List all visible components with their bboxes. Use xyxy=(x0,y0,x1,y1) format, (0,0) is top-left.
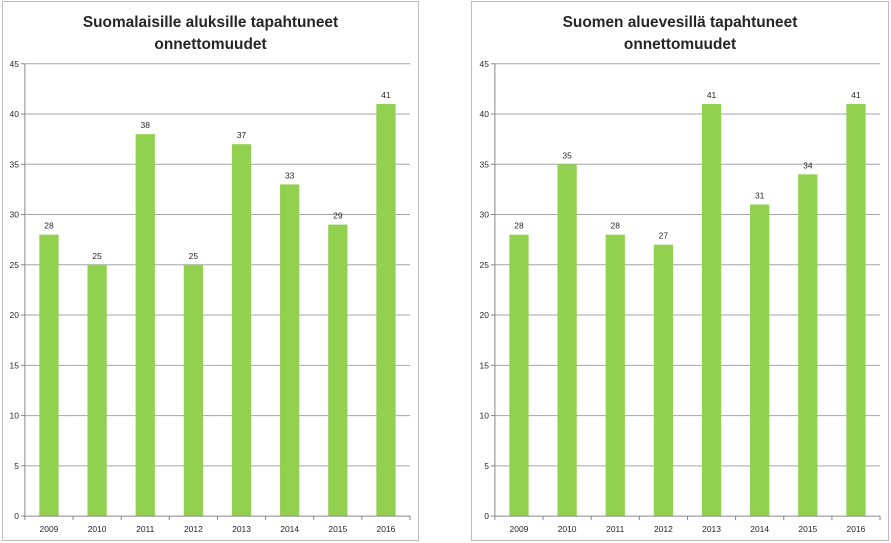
y-tick-label: 5 xyxy=(484,461,489,471)
y-tick-label: 20 xyxy=(10,310,20,320)
bar-2009 xyxy=(509,234,529,517)
y-tick-label: 40 xyxy=(480,109,490,119)
bar-2013 xyxy=(701,103,722,517)
chart-panel-left: Suomalaisille aluksille tapahtuneet onnet… xyxy=(2,1,419,541)
y-tick-label: 20 xyxy=(480,310,490,320)
bar-2011 xyxy=(135,134,155,517)
chart-panel-right: Suomen aluevesillä tapahtuneet onnettomuu… xyxy=(471,1,889,541)
data-label-2012: 25 xyxy=(189,251,199,261)
bar-2009 xyxy=(39,234,59,517)
data-label-2009: 28 xyxy=(514,221,524,231)
x-tick-label-2013: 2013 xyxy=(232,524,251,534)
y-axis-ticks: 0 5 10 15 20 25 30 35 40 45 xyxy=(480,59,495,521)
chart-title-line: onnettomuudet xyxy=(154,36,266,53)
y-axis-ticks: 0 5 10 15 20 25 30 35 40 45 xyxy=(10,59,25,521)
x-tick-label-2009: 2009 xyxy=(40,524,59,534)
y-tick-label: 10 xyxy=(480,411,490,421)
chart-svg-left: Suomalaisille aluksille tapahtuneet onnet… xyxy=(10,14,411,534)
data-label-2014: 31 xyxy=(755,191,765,201)
x-tick-label-2009: 2009 xyxy=(510,524,529,534)
x-tick-label-2015: 2015 xyxy=(798,524,817,534)
chart-title-line: onnettomuudet xyxy=(624,36,736,53)
bar-2011 xyxy=(605,234,625,517)
x-tick-label-2014: 2014 xyxy=(280,524,299,534)
data-label-2012: 27 xyxy=(659,231,669,241)
bars xyxy=(39,103,396,517)
gridlines xyxy=(24,63,411,467)
data-label-2011: 38 xyxy=(141,120,151,130)
bar-2015 xyxy=(328,224,348,517)
x-axis-ticks: 2009 2010 2011 2012 2013 2014 2015 2016 xyxy=(24,516,411,534)
data-labels: 28 25 38 25 37 33 29 41 xyxy=(44,90,391,261)
chart-svg-right: Suomen aluevesillä tapahtuneet onnettomuu… xyxy=(480,14,881,534)
y-tick-label: 30 xyxy=(480,210,490,220)
y-tick-label: 45 xyxy=(10,59,20,69)
data-label-2015: 29 xyxy=(333,211,343,221)
y-tick-label: 40 xyxy=(10,109,20,119)
x-tick-label-2015: 2015 xyxy=(328,524,347,534)
x-tick-label-2010: 2010 xyxy=(558,524,577,534)
x-tick-label-2016: 2016 xyxy=(847,524,866,534)
x-tick-label-2014: 2014 xyxy=(750,524,769,534)
bar-2014 xyxy=(750,204,770,517)
y-tick-label: 25 xyxy=(480,260,490,270)
data-label-2016: 41 xyxy=(851,90,861,100)
x-tick-label-2011: 2011 xyxy=(606,524,624,534)
data-label-2015: 34 xyxy=(803,160,813,170)
chart-title-line: Suomen aluevesillä tapahtuneet xyxy=(563,14,798,31)
y-tick-label: 35 xyxy=(480,159,490,169)
x-tick-label-2011: 2011 xyxy=(136,524,154,534)
gridlines xyxy=(494,63,881,467)
y-tick-label: 15 xyxy=(10,360,20,370)
y-tick-label: 10 xyxy=(10,411,20,421)
chart-title-line: Suomalaisille aluksille tapahtuneet xyxy=(83,14,338,31)
data-label-2009: 28 xyxy=(44,221,54,231)
bar-2016 xyxy=(846,103,866,517)
y-tick-label: 25 xyxy=(10,260,20,270)
data-label-2013: 41 xyxy=(707,90,717,100)
x-tick-label-2010: 2010 xyxy=(88,524,107,534)
data-label-2016: 41 xyxy=(381,90,391,100)
data-label-2014: 33 xyxy=(285,170,295,180)
chart-title: Suomen aluevesillä tapahtuneet onnettomuu… xyxy=(563,14,798,53)
x-tick-label-2012: 2012 xyxy=(654,524,673,534)
bar-2014 xyxy=(280,184,300,517)
bar-2010 xyxy=(557,164,577,517)
x-tick-label-2016: 2016 xyxy=(377,524,396,534)
bar-2012 xyxy=(183,264,204,517)
x-tick-label-2012: 2012 xyxy=(184,524,203,534)
chart-title: Suomalaisille aluksille tapahtuneet onnet… xyxy=(83,14,338,53)
y-tick-label: 5 xyxy=(14,461,19,471)
data-label-2011: 28 xyxy=(611,221,621,231)
data-label-2010: 35 xyxy=(562,150,572,160)
data-label-2010: 25 xyxy=(92,251,102,261)
bar-2015 xyxy=(798,174,818,517)
x-axis-ticks: 2009 2010 2011 2012 2013 2014 2015 2016 xyxy=(494,516,881,534)
bar-2016 xyxy=(376,103,396,517)
x-tick-label-2013: 2013 xyxy=(702,524,721,534)
data-label-2013: 37 xyxy=(237,130,247,140)
data-labels: 28 35 28 27 41 31 34 41 xyxy=(514,90,861,241)
bar-2013 xyxy=(231,144,252,517)
bar-2012 xyxy=(653,244,674,517)
y-tick-label: 30 xyxy=(10,210,20,220)
y-tick-label: 35 xyxy=(10,159,20,169)
y-tick-label: 45 xyxy=(480,59,490,69)
bars xyxy=(509,103,866,517)
bar-2010 xyxy=(87,264,107,517)
y-tick-label: 0 xyxy=(14,511,19,521)
y-tick-label: 0 xyxy=(484,511,489,521)
y-tick-label: 15 xyxy=(480,360,490,370)
